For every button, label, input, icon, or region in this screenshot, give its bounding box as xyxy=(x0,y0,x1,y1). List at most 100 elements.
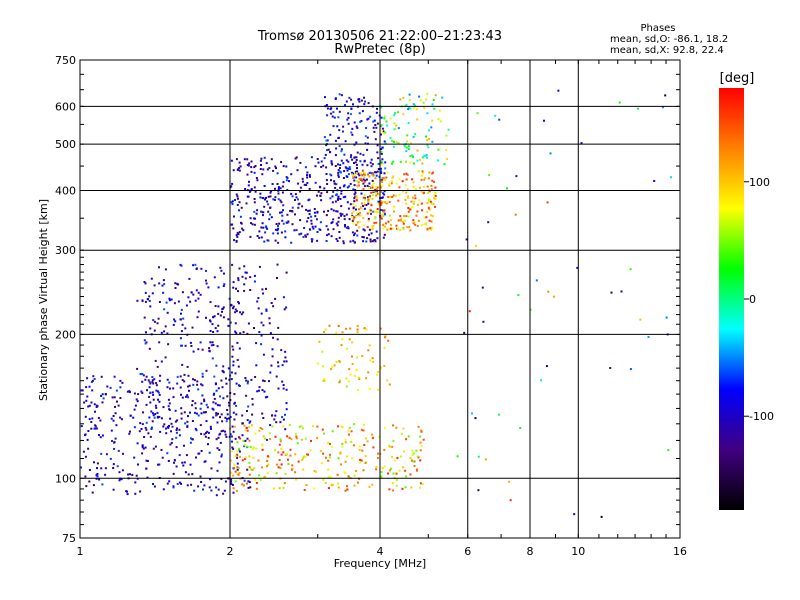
data-point xyxy=(87,405,90,408)
data-point xyxy=(274,239,277,242)
data-point xyxy=(197,414,200,417)
data-point xyxy=(175,446,178,449)
data-point xyxy=(94,424,97,427)
data-point xyxy=(205,431,207,434)
data-point xyxy=(241,227,244,230)
data-point xyxy=(430,188,433,191)
data-point xyxy=(387,472,390,475)
data-point xyxy=(358,378,361,380)
data-point xyxy=(314,215,317,218)
data-point xyxy=(181,379,184,382)
data-point xyxy=(281,219,284,222)
data-point xyxy=(230,478,233,481)
data-point xyxy=(214,327,217,330)
data-point xyxy=(347,122,350,125)
data-point xyxy=(212,416,215,419)
data-point xyxy=(313,487,316,490)
data-point xyxy=(158,301,161,303)
data-point xyxy=(163,308,166,311)
data-point xyxy=(323,210,325,213)
data-point xyxy=(241,422,244,425)
data-point xyxy=(179,375,182,378)
data-point xyxy=(180,330,183,333)
data-point xyxy=(175,436,178,439)
data-point xyxy=(96,475,99,478)
data-point xyxy=(348,338,351,341)
data-point xyxy=(215,389,218,392)
data-point xyxy=(149,327,152,330)
data-point xyxy=(618,101,621,104)
data-point xyxy=(296,442,299,445)
data-point xyxy=(186,394,189,397)
data-point xyxy=(390,223,392,226)
data-point xyxy=(383,346,386,349)
data-point xyxy=(105,453,108,456)
data-point xyxy=(411,196,414,199)
data-point xyxy=(345,159,348,162)
data-point xyxy=(236,195,239,198)
data-point xyxy=(163,423,166,426)
data-point xyxy=(285,271,288,274)
data-point xyxy=(311,225,314,228)
data-point xyxy=(236,231,239,234)
data-point xyxy=(481,286,484,289)
data-point xyxy=(348,166,351,169)
data-point xyxy=(141,444,144,447)
data-point xyxy=(376,192,379,195)
data-point xyxy=(263,205,266,208)
data-point xyxy=(403,144,406,147)
data-point xyxy=(391,139,394,142)
data-point xyxy=(341,442,344,445)
data-point xyxy=(360,192,363,195)
data-point xyxy=(353,200,356,203)
data-point xyxy=(318,340,321,343)
data-point xyxy=(361,163,364,166)
data-point xyxy=(375,194,378,197)
data-point xyxy=(296,169,299,172)
data-point xyxy=(411,459,413,462)
data-point xyxy=(216,421,219,424)
data-point xyxy=(388,228,391,231)
data-point xyxy=(320,166,323,168)
data-point xyxy=(393,205,396,208)
data-point xyxy=(326,149,328,152)
data-point xyxy=(383,140,386,143)
data-point xyxy=(191,404,194,407)
data-point xyxy=(258,236,261,239)
data-point xyxy=(391,482,394,484)
data-point xyxy=(227,367,230,370)
data-point xyxy=(344,438,347,441)
data-point xyxy=(272,336,274,339)
data-point xyxy=(665,316,668,319)
data-point xyxy=(250,378,253,381)
data-point xyxy=(346,169,349,172)
data-point xyxy=(152,382,155,385)
data-point xyxy=(362,170,365,173)
data-point xyxy=(339,170,342,173)
data-point xyxy=(231,450,234,453)
data-point xyxy=(370,191,373,194)
data-point xyxy=(244,429,247,432)
data-point xyxy=(226,417,229,420)
data-point xyxy=(335,222,338,225)
data-point xyxy=(308,228,311,231)
data-point xyxy=(196,316,199,319)
data-point xyxy=(151,381,154,384)
data-point xyxy=(353,174,356,177)
data-point xyxy=(434,198,437,200)
data-point xyxy=(364,179,367,182)
data-point xyxy=(255,177,258,179)
data-point xyxy=(340,463,342,466)
data-point xyxy=(234,480,237,483)
data-point xyxy=(253,186,256,189)
data-point xyxy=(238,385,241,387)
data-point xyxy=(93,427,96,430)
data-point xyxy=(337,486,340,489)
data-point xyxy=(284,453,287,456)
data-point xyxy=(335,210,338,213)
data-point xyxy=(220,413,223,416)
data-point xyxy=(325,144,328,147)
data-point xyxy=(371,163,374,166)
data-point xyxy=(158,266,160,269)
data-point xyxy=(154,404,157,407)
